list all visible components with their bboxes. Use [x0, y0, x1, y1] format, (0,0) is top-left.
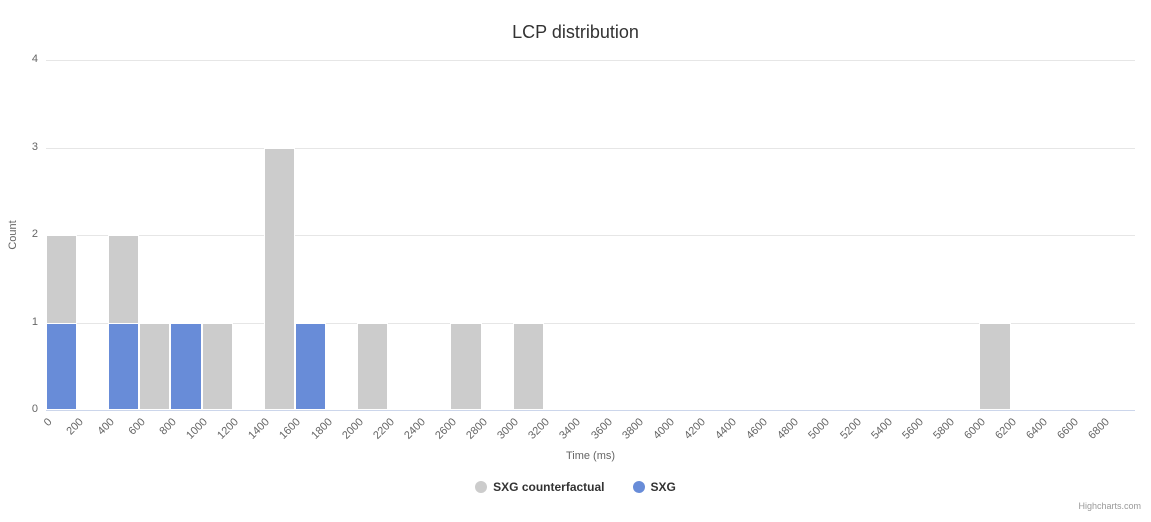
x-axis-title: Time (ms): [565, 450, 616, 462]
y-axis-tick-label: 3: [31, 140, 38, 153]
x-axis-tick-label: 3600: [588, 416, 615, 442]
x-axis-tick-label: 800: [157, 416, 179, 438]
x-axis-tick-label: 3200: [526, 416, 553, 442]
legend-label-sxg: SXG: [650, 480, 676, 494]
x-axis-tick-label: 6200: [993, 416, 1020, 442]
bar-sxg[interactable]: [46, 322, 78, 410]
x-axis-tick-label: 4200: [682, 416, 708, 442]
x-axis-line: [46, 410, 1135, 411]
legend: SXG counterfactual SXG: [0, 480, 1151, 494]
x-axis-tick-label: 4400: [713, 416, 740, 442]
x-axis-tick-label: 1600: [277, 416, 304, 442]
gridline: [46, 147, 1135, 149]
x-axis-tick-label: 6400: [1024, 416, 1051, 442]
y-axis-tick-label: 2: [31, 228, 38, 240]
chart-title: LCP distribution: [512, 22, 639, 42]
x-axis-tick-label: 3400: [557, 416, 584, 442]
legend-label-sxg-counterfactual: SXG counterfactual: [493, 480, 605, 494]
x-axis-tick-label: 1400: [246, 416, 273, 442]
x-axis-tick-label: 4800: [775, 416, 802, 442]
legend-item-sxg[interactable]: SXG: [632, 480, 676, 494]
legend-marker-sxg-counterfactual-icon: [475, 481, 488, 493]
x-axis-tick-label: 6000: [962, 416, 988, 442]
x-axis-tick-label: 5400: [868, 416, 895, 442]
highcharts-credit-link[interactable]: Highcharts.com: [1078, 501, 1141, 511]
bar-sxg-counterfactual[interactable]: [450, 322, 482, 410]
x-axis-tick-label: 2800: [464, 416, 491, 442]
x-axis-tick-label: 3000: [495, 416, 522, 442]
bar-sxg[interactable]: [170, 322, 202, 410]
bar-sxg-counterfactual[interactable]: [201, 322, 233, 410]
plot-area: [46, 60, 1135, 411]
y-axis-tick-label: 0: [31, 403, 38, 415]
x-axis-tick-label: 400: [95, 416, 117, 438]
x-axis-tick-label: 600: [126, 416, 148, 438]
x-axis-tick-label: 1800: [308, 416, 335, 442]
x-axis-tick-label: 5600: [899, 416, 926, 442]
x-axis-tick-label: 4600: [744, 416, 771, 442]
x-axis-tick-label: 6600: [1055, 416, 1082, 442]
gridline: [46, 235, 1135, 236]
x-axis-tick-label: 4000: [650, 416, 677, 442]
y-axis-tick-label: 4: [31, 53, 38, 65]
x-axis-tick-label: 3800: [619, 416, 646, 442]
x-axis-tick-label: 0: [41, 416, 55, 429]
x-axis-tick-label: 2400: [402, 416, 428, 442]
x-axis-tick-label: 1200: [215, 416, 242, 442]
bar-sxg-counterfactual[interactable]: [512, 322, 544, 410]
bar-sxg-counterfactual[interactable]: [263, 147, 295, 410]
bar-sxg-counterfactual[interactable]: [139, 322, 171, 410]
x-axis-tick-label: 1000: [184, 416, 211, 442]
bar-sxg-counterfactual[interactable]: [979, 322, 1011, 410]
x-axis-tick-label: 200: [64, 416, 86, 438]
x-axis-tick-label: 2600: [433, 416, 459, 442]
legend-item-sxg-counterfactual[interactable]: SXG counterfactual: [475, 480, 605, 494]
legend-marker-sxg-icon: [632, 481, 645, 493]
gridline: [46, 322, 1135, 324]
bar-sxg[interactable]: [294, 322, 327, 410]
x-axis-tick-label: 2000: [339, 416, 366, 442]
x-axis-tick-label: 6800: [1086, 416, 1113, 442]
y-axis-tick-label: 1: [31, 315, 38, 328]
x-axis-tick-label: 5200: [837, 416, 864, 442]
x-axis-tick-label: 2200: [370, 416, 397, 442]
x-axis-tick-label: 5800: [931, 416, 957, 442]
bar-sxg-counterfactual[interactable]: [357, 322, 389, 410]
x-axis-tick-label: 5000: [806, 416, 833, 442]
gridline: [46, 60, 1135, 61]
bar-sxg[interactable]: [108, 322, 140, 410]
